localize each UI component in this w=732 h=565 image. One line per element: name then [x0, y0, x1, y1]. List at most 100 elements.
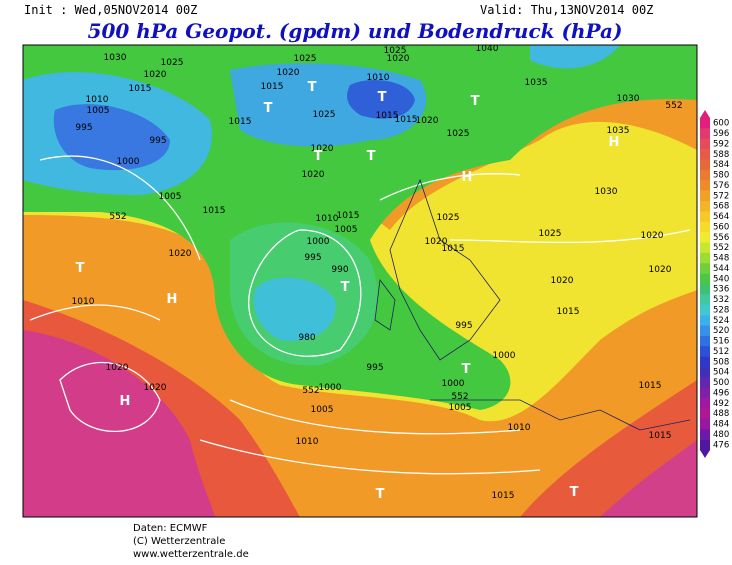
isobar-label: 1020: [641, 231, 664, 241]
isobar-label: 1015: [442, 244, 465, 254]
isobar-label: 1005: [159, 192, 182, 202]
colorbar-swatch: [700, 439, 710, 451]
colorbar-label: 524: [713, 316, 729, 326]
isobar-label: 1010: [72, 297, 95, 307]
colorbar-swatch: [700, 367, 710, 378]
isobar-label: 995: [366, 363, 383, 373]
pressure-centre: H: [609, 135, 620, 150]
isobar-label: 995: [304, 253, 321, 263]
pressure-centre: T: [314, 149, 323, 164]
colorbar-label: 596: [713, 129, 729, 139]
isobar-label: 1025: [161, 58, 184, 68]
colorbar-label: 568: [713, 202, 729, 212]
colorbar-label: 480: [713, 430, 729, 440]
low-core: [253, 277, 336, 341]
warm-core-east: [600, 440, 697, 517]
colorbar-swatch: [700, 387, 710, 399]
isobar-label: 1015: [129, 84, 152, 94]
isobar-label: 1030: [595, 187, 618, 197]
pressure-centre: T: [376, 487, 385, 502]
isobar-label: 1020: [106, 363, 129, 373]
isobar-label: 1015: [337, 211, 360, 221]
isobar-label: 995: [455, 321, 472, 331]
isobar-label: 1015: [639, 381, 662, 391]
colorbar-swatch: [700, 377, 710, 389]
colorbar-label: 540: [713, 274, 729, 284]
isobar-label: 1025: [437, 213, 460, 223]
isobar-label: 552: [302, 386, 319, 396]
isobar-label: 1020: [169, 249, 192, 259]
isobar-label: 552: [451, 392, 468, 402]
isobar-label: 1025: [447, 129, 470, 139]
isobar-label: 1015: [395, 115, 418, 125]
colorbar-label: 584: [713, 160, 729, 170]
isobar-label: 1020: [277, 68, 300, 78]
colorbar-swatch: [700, 221, 710, 233]
colorbar-swatch: [700, 294, 710, 306]
pressure-centre: T: [264, 101, 273, 116]
colorbar-swatch: [700, 325, 710, 337]
isobar-label: 1015: [376, 111, 399, 121]
isobar-label: 1020: [425, 237, 448, 247]
colorbar-label: 500: [713, 378, 729, 388]
colorbar-label: 536: [713, 285, 729, 295]
isobar-label: 1005: [311, 405, 334, 415]
colorbar-swatch: [700, 252, 710, 264]
colorbar-label: 520: [713, 326, 729, 336]
colorbar-label: 600: [713, 119, 729, 129]
colorbar-label: 552: [713, 243, 729, 253]
isobar-label: 1015: [557, 307, 580, 317]
colorbar-label: 476: [713, 440, 729, 450]
colorbar-swatch: [700, 149, 710, 160]
colorbar-label: 528: [713, 305, 729, 315]
colorbar-label: 544: [713, 264, 729, 274]
colorbar-swatch: [700, 232, 710, 243]
colorbar-label: 592: [713, 139, 729, 149]
isobar-label: 1020: [311, 144, 334, 154]
colorbar-label: 516: [713, 337, 729, 347]
isobar-label: 1020: [144, 70, 167, 80]
isobar-label: 1020: [551, 276, 574, 286]
colorbar-swatch: [700, 138, 710, 150]
pressure-centre: T: [378, 90, 387, 105]
map-area: 1030102010251015101010059959951000102010…: [23, 45, 697, 517]
isobar-label: 1005: [449, 403, 472, 413]
arctic-low: [530, 45, 620, 69]
colorbar-swatch: [700, 159, 710, 171]
isobar-label: 1005: [87, 106, 110, 116]
colorbar-label: 576: [713, 181, 729, 191]
colorbar: 6005965925885845805765725685645605565525…: [700, 110, 729, 458]
isobar-label: 1020: [144, 383, 167, 393]
isobar-label: 1025: [313, 110, 336, 120]
colorbar-label: 548: [713, 254, 729, 264]
coastlines: [374, 178, 691, 431]
colorbar-label: 532: [713, 295, 729, 305]
warm-core: [23, 330, 215, 517]
isobar-label: 552: [665, 101, 682, 111]
pressure-centre: H: [120, 394, 131, 409]
isobar-label: 1005: [335, 225, 358, 235]
isobar-label: 1035: [607, 126, 630, 136]
colorbar-swatch: [700, 356, 710, 368]
colorbar-label: 488: [713, 409, 729, 419]
colorbar-swatch: [700, 263, 710, 274]
pressure-centre: T: [76, 261, 85, 276]
colorbar-label: 564: [713, 212, 729, 222]
isobar-label: 1025: [539, 229, 562, 239]
pressure-centre: T: [367, 149, 376, 164]
pressure-centre: T: [471, 94, 480, 109]
isobar-label: 1000: [493, 351, 516, 361]
colorbar-arrow-top: [700, 110, 710, 118]
colorbar-label: 556: [713, 233, 729, 243]
isobar-label: 1030: [617, 94, 640, 104]
isobar-label: 980: [298, 333, 315, 343]
map-title: 500 hPa Geopot. (gpdm) und Bodendruck (h…: [88, 19, 623, 43]
pressure-centre: T: [462, 362, 471, 377]
colorbar-swatch: [700, 429, 710, 440]
isobar-label: 1000: [442, 379, 465, 389]
colorbar-swatch: [700, 284, 710, 295]
isobar-label: 1000: [307, 237, 330, 247]
isobar-label: 1015: [203, 206, 226, 216]
map-labels: 1030102010251015101010059959951000102010…: [72, 45, 683, 502]
isobar-label: 1000: [117, 157, 140, 167]
